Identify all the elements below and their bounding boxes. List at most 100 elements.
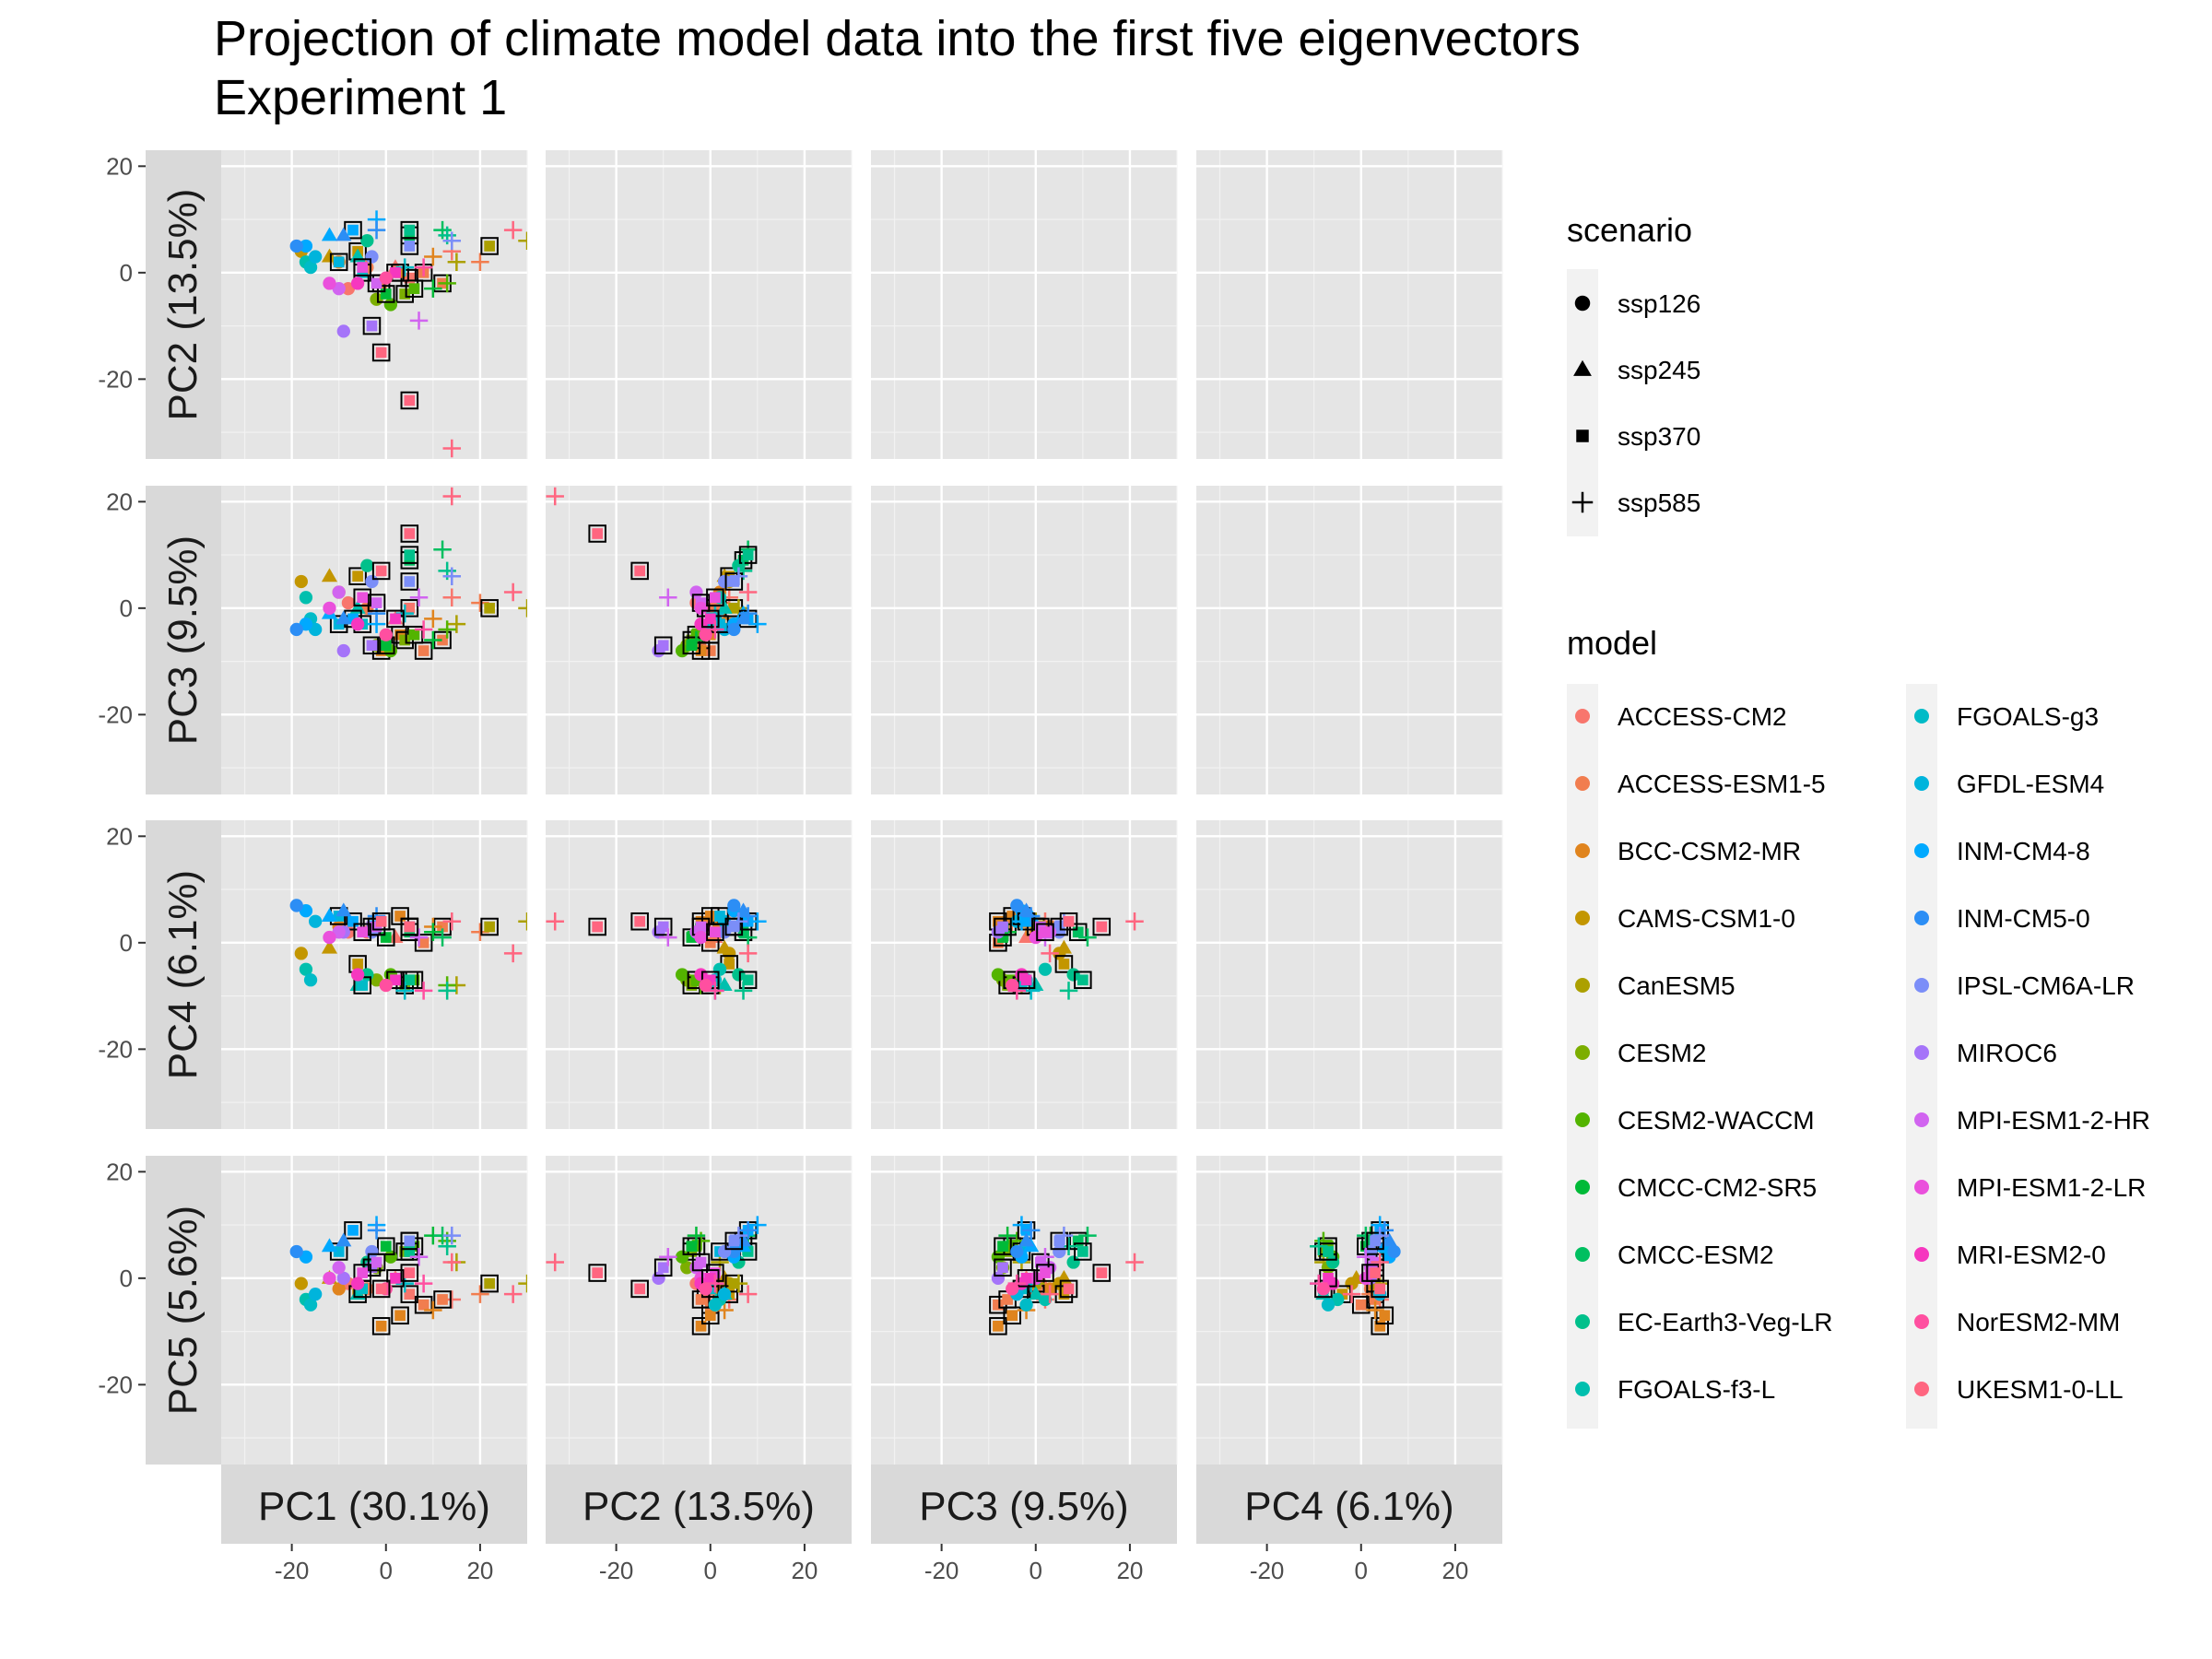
data-point <box>321 908 338 922</box>
data-point <box>1055 939 1072 954</box>
column-strip-label: PC1 (30.1%) <box>258 1484 490 1529</box>
data-point <box>1021 1221 1041 1240</box>
data-point <box>437 1294 448 1305</box>
legend-model-key <box>1575 1045 1590 1060</box>
data-point <box>1379 1310 1391 1322</box>
data-point <box>418 645 429 656</box>
data-point <box>714 911 725 922</box>
data-point <box>323 601 336 615</box>
data-point <box>748 1216 767 1234</box>
chart-title-line1: Projection of climate model data into th… <box>214 11 1581 66</box>
data-point-outline <box>1375 1306 1394 1325</box>
data-point-outline <box>1092 1264 1112 1282</box>
data-point <box>689 585 703 599</box>
data-point <box>414 982 433 1000</box>
data-point <box>991 1271 1006 1285</box>
data-point <box>1096 1267 1108 1278</box>
data-point <box>729 912 748 931</box>
data-point <box>321 568 338 582</box>
data-point <box>737 926 749 938</box>
data-point-outline <box>1068 923 1088 942</box>
data-point <box>409 928 429 947</box>
data-point-outline <box>706 923 724 942</box>
data-point <box>727 899 741 912</box>
x-tick-label: 20 <box>791 1557 818 1584</box>
row-strip <box>146 150 221 459</box>
data-point-outline <box>1003 1306 1022 1325</box>
x-tick-label: 0 <box>704 1557 717 1584</box>
data-point-outline <box>362 316 382 335</box>
data-point <box>294 574 308 589</box>
y-tick-label: -20 <box>98 1035 133 1063</box>
data-point <box>375 347 387 359</box>
data-point <box>350 618 365 631</box>
data-point <box>993 1320 1004 1332</box>
data-point <box>1096 921 1108 933</box>
data-point <box>1063 1283 1075 1295</box>
data-point-outline <box>400 1264 419 1282</box>
data-point <box>1316 1282 1331 1296</box>
data-point <box>1321 1298 1335 1312</box>
data-point <box>592 1267 604 1278</box>
data-point-outline <box>994 1258 1012 1277</box>
data-point-outline <box>653 636 673 655</box>
data-point <box>366 320 378 332</box>
data-point-outline <box>1074 971 1092 990</box>
data-point-outline <box>724 572 744 591</box>
data-point <box>404 1235 416 1247</box>
data-point <box>438 1237 456 1255</box>
data-point <box>680 1261 694 1275</box>
data-point <box>395 982 414 1000</box>
panel-background <box>871 150 1177 459</box>
data-point <box>1370 1235 1381 1247</box>
legend-model-key <box>1575 1314 1590 1329</box>
data-point <box>375 915 387 927</box>
legend-model-key <box>1575 709 1590 724</box>
data-point <box>704 1310 716 1322</box>
data-point <box>380 1241 392 1253</box>
y-tick-label: 0 <box>120 259 133 287</box>
data-point <box>347 915 359 927</box>
data-point <box>371 277 382 289</box>
chart-title-line2: Experiment 1 <box>214 70 507 125</box>
data-point <box>365 574 379 589</box>
data-point <box>1053 1235 1065 1247</box>
data-point-outline <box>391 1306 409 1325</box>
data-point <box>503 944 523 963</box>
points-group <box>289 1216 527 1335</box>
data-point <box>333 1246 345 1257</box>
data-point-outline <box>348 567 367 585</box>
data-point <box>379 978 393 993</box>
data-point <box>997 932 1008 943</box>
data-point-outline <box>400 599 419 618</box>
data-point-outline <box>400 971 419 990</box>
data-point <box>379 271 393 285</box>
data-point <box>675 1250 689 1264</box>
data-point-outline <box>724 1231 744 1251</box>
data-point-outline <box>400 391 419 410</box>
column-strip <box>1196 1465 1502 1544</box>
data-point-outline <box>630 1279 649 1299</box>
data-point <box>442 588 462 607</box>
panel-background <box>1196 150 1502 459</box>
legend-model-key <box>1914 1314 1929 1329</box>
data-point-outline <box>400 1285 419 1303</box>
data-point-outline <box>353 588 372 607</box>
legend-model-key <box>1914 709 1929 724</box>
data-point <box>309 1288 323 1301</box>
data-point <box>303 260 318 275</box>
points-group <box>289 899 527 1000</box>
data-point <box>1035 1256 1046 1268</box>
panel-r3-c4 <box>1196 820 1503 1129</box>
data-point-outline <box>386 1269 405 1288</box>
data-point <box>303 1298 318 1312</box>
legend-model-key <box>1914 1112 1929 1127</box>
data-point <box>404 528 416 539</box>
panel-r2-c2 <box>546 486 853 794</box>
data-point <box>1038 962 1053 976</box>
data-point <box>1006 911 1018 922</box>
data-point <box>408 629 420 641</box>
data-point-outline <box>400 572 419 591</box>
data-point <box>294 1277 308 1290</box>
data-point <box>442 567 462 585</box>
